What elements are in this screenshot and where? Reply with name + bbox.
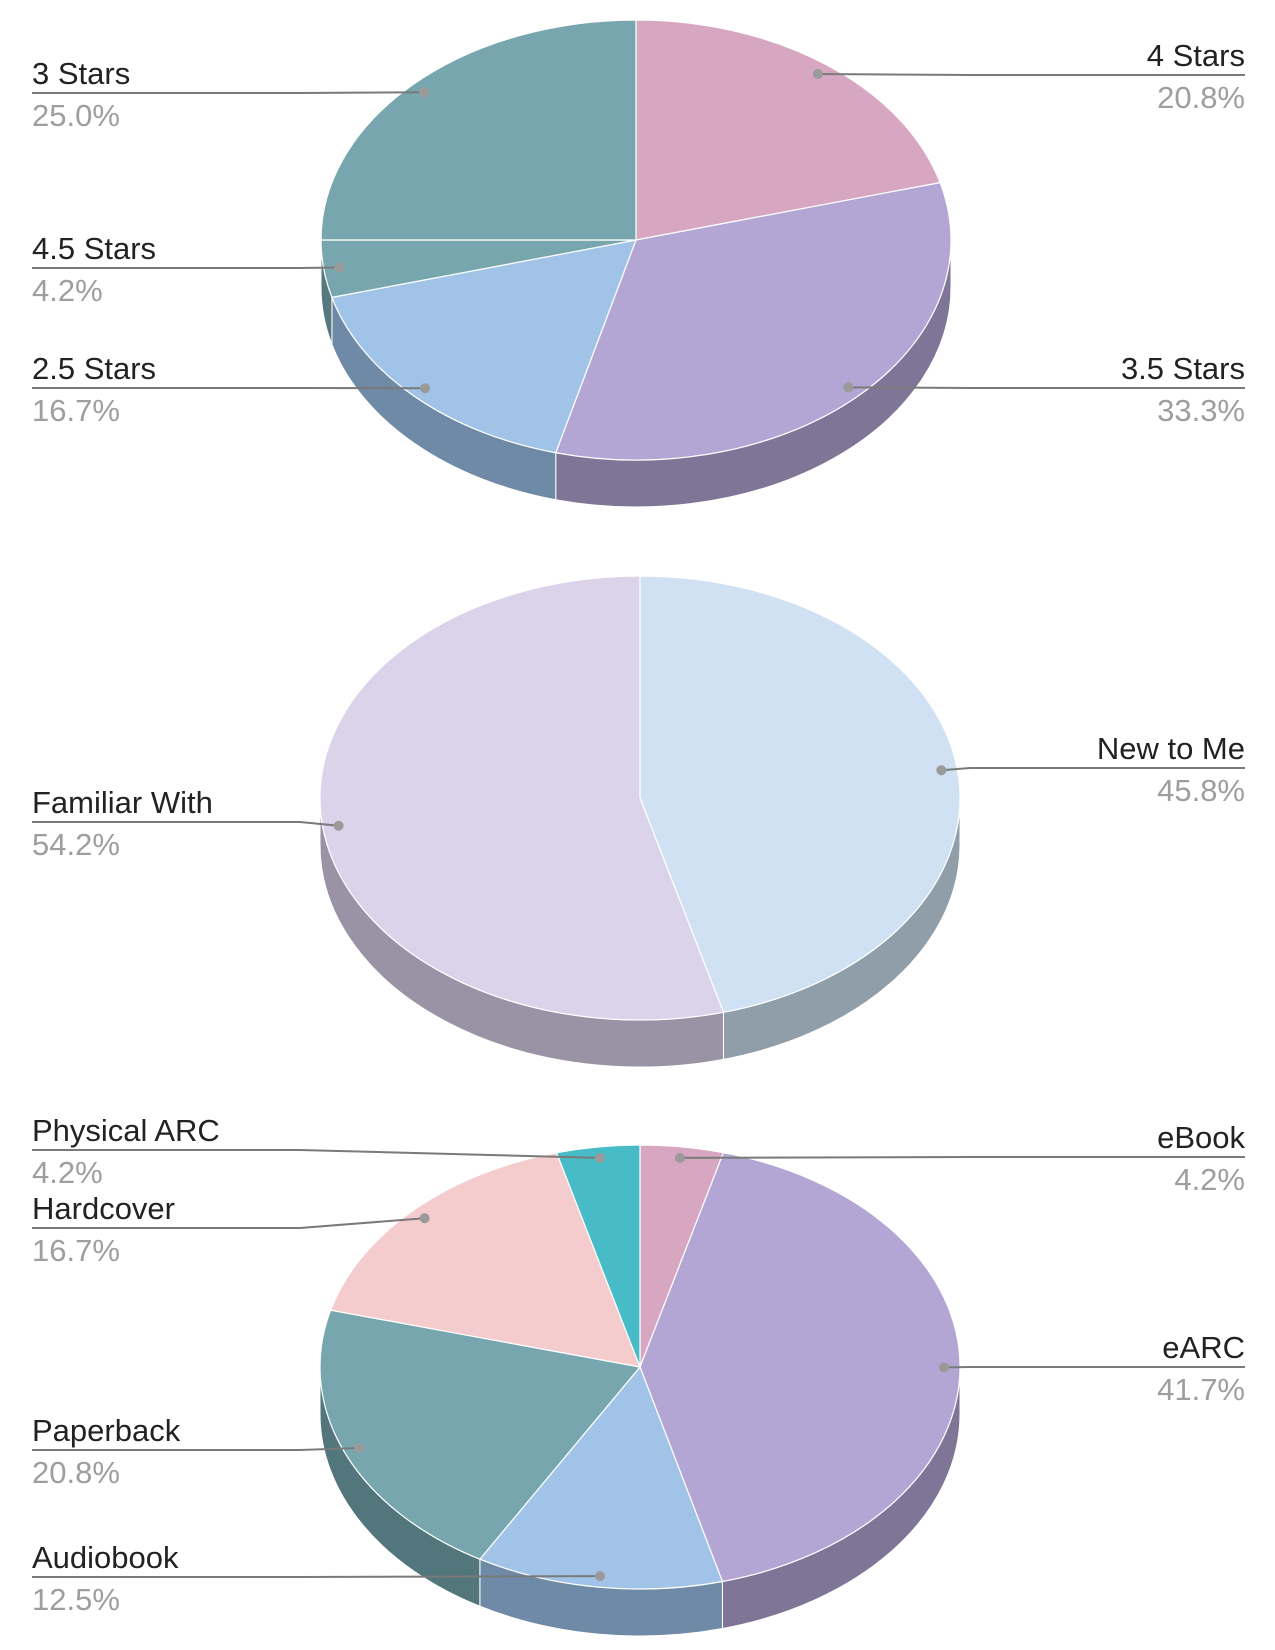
pie-chart-2: New to Me 45.8% Familiar With 54.2% — [32, 575, 1245, 1068]
slice-percent-audiobook: 12.5% — [32, 1582, 120, 1617]
slice-label-3-5-stars: 3.5 Stars — [1121, 351, 1245, 386]
leader-dot-hardcover — [419, 1213, 430, 1224]
leader-dot-4-5-stars — [334, 262, 345, 273]
slice-percent-4-stars: 20.8% — [1157, 80, 1245, 115]
leader-line-audiobook — [32, 1575, 601, 1578]
leader-line-3-stars — [32, 91, 425, 94]
leader-line-familiar-with — [32, 821, 339, 827]
pie-slice-audiobook — [478, 1365, 724, 1590]
leader-line-paperback — [32, 1446, 360, 1451]
slice-label-paperback: Paperback — [32, 1413, 181, 1448]
leader-line-4-5-stars — [32, 266, 340, 269]
leader-line-hardcover — [32, 1217, 425, 1229]
slice-percent-new-to-me: 45.8% — [1157, 773, 1245, 808]
slice-label-familiar-with: Familiar With — [32, 785, 213, 820]
slice-label-ebook: eBook — [1157, 1120, 1245, 1155]
slice-percent-ebook: 4.2% — [1174, 1162, 1245, 1197]
pie-slice-paperback — [319, 1309, 642, 1560]
slice-label-physical-arc: Physical ARC — [32, 1113, 220, 1148]
leader-line-new-to-me — [941, 767, 1245, 772]
leader-line-4-stars — [817, 73, 1245, 76]
slice-percent-3-5-stars: 33.3% — [1157, 393, 1245, 428]
slice-label-earc: eARC — [1162, 1330, 1245, 1365]
slice-label-hardcover: Hardcover — [32, 1191, 175, 1226]
slice-percent-hardcover: 16.7% — [32, 1233, 120, 1268]
pie-slice-4-stars — [635, 19, 941, 241]
leader-dot-new-to-me — [936, 765, 947, 776]
leader-dot-4-stars — [812, 69, 823, 80]
leader-dot-3-5-stars — [843, 382, 854, 393]
slice-percent-2-5-stars: 16.7% — [32, 393, 120, 428]
slice-percent-paperback: 20.8% — [32, 1455, 120, 1490]
leader-dot-physical-arc — [595, 1152, 606, 1163]
pie-chart-3: eBook 4.2% eARC 41.7% Audiobook 12.5% Paperbac… — [32, 1113, 1245, 1637]
leader-dot-ebook — [674, 1152, 685, 1163]
slice-label-4-5-stars: 4.5 Stars — [32, 231, 156, 266]
pie-slice-familiar-with — [319, 575, 725, 1021]
leader-dot-2-5-stars — [420, 383, 431, 394]
leader-dot-familiar-with — [333, 820, 344, 831]
leader-line-physical-arc — [32, 1149, 601, 1159]
pie-slice-hardcover — [329, 1151, 641, 1368]
leader-line-3-5-stars — [848, 386, 1245, 389]
slice-percent-physical-arc: 4.2% — [32, 1155, 103, 1190]
slice-percent-earc: 41.7% — [1157, 1372, 1245, 1407]
pie-slice-2-5-stars — [331, 239, 637, 454]
leader-dot-3-stars — [419, 87, 430, 98]
slice-percent-4-5-stars: 4.2% — [32, 273, 103, 308]
pie-slice-physical-arc — [555, 1144, 641, 1368]
leader-dot-audiobook — [595, 1571, 606, 1582]
pie-chart-1: 4 Stars 20.8% 3.5 Stars 33.3% 2.5 Stars 16.7%… — [32, 19, 1245, 508]
pie-slice-3-stars — [320, 19, 637, 241]
leader-dot-paperback — [354, 1442, 365, 1453]
slice-label-3-stars: 3 Stars — [32, 56, 130, 91]
slice-label-4-stars: 4 Stars — [1147, 38, 1245, 73]
slice-label-audiobook: Audiobook — [32, 1540, 179, 1575]
slice-percent-3-stars: 25.0% — [32, 98, 120, 133]
leader-line-ebook — [679, 1156, 1245, 1159]
slice-label-new-to-me: New to Me — [1097, 731, 1245, 766]
leader-dot-earc — [938, 1362, 949, 1373]
pie-slice-3-5-stars — [554, 181, 952, 461]
slice-percent-familiar-with: 54.2% — [32, 827, 120, 862]
slice-label-2-5-stars: 2.5 Stars — [32, 351, 156, 386]
